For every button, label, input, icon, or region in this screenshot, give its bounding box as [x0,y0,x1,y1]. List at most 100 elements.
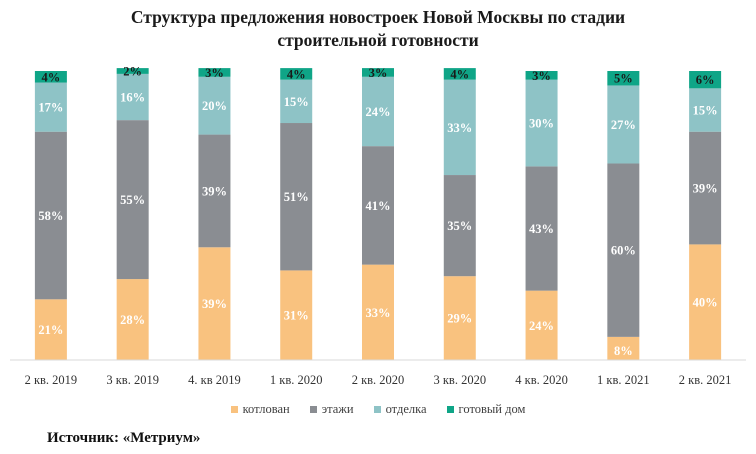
data-label: 16% [120,91,145,105]
bar-segment [689,71,722,89]
bar-segment [525,71,558,80]
bar-segment [443,79,476,176]
data-label: 5% [614,72,633,86]
data-label: 8% [614,344,633,358]
data-label: 21% [38,323,63,337]
bar-segment [689,131,722,245]
stacked-bar-chart: 21% 58% 17% 4% 28% 55% 16% 2% 39% 39% 20% 3% 31% 51% 1… [10,65,746,387]
data-label: 4% [450,67,469,81]
x-tick-label: 1 кв. 2020 [270,373,323,387]
data-label: 24% [529,319,554,333]
data-label: 6% [696,73,715,87]
data-label: 39% [202,297,227,311]
bar-segment [116,279,149,360]
x-tick-labels-group: 2 кв. 2019 3 кв. 2019 4. кв 2019 1 кв. 2020… [25,373,732,387]
data-label: 51% [284,190,309,204]
data-label: 43% [529,222,554,236]
legend-item: котлован [230,401,290,417]
data-label: 20% [202,99,227,113]
x-tick-label: 2 кв. 2021 [679,373,732,387]
legend-item: готовый дом [446,401,526,417]
segment-labels-group: 21% 58% 17% 4% 28% 55% 16% 2% 39% 39% 20% 3% 31% 51% 1… [38,65,717,359]
bar-segment [362,146,394,265]
data-label: 15% [693,104,718,118]
legend-item: этажи [309,401,354,417]
bar-segment [34,82,67,132]
bar-segment [280,79,313,124]
bar-segment [198,247,231,360]
data-label: 33% [366,306,391,320]
bar-segment [525,166,558,291]
x-tick-label: 4. кв 2019 [188,373,241,387]
x-tick-label: 3 кв. 2020 [433,373,486,387]
bar-segment [443,175,476,277]
data-label: 40% [693,296,718,310]
bar-segment [34,299,67,360]
legend-label: котлован [242,401,290,416]
bar-segment [525,79,558,167]
data-label: 58% [38,209,63,223]
legend-label: готовый дом [458,401,526,416]
x-tick-label: 4 кв. 2020 [515,373,568,387]
data-label: 55% [120,193,145,207]
bar-segment [362,264,394,360]
source-note: Источник: «Метриум» [47,430,201,446]
data-label: 33% [447,121,472,135]
bar-segment [525,290,558,360]
x-tick-label: 3 кв. 2019 [106,373,159,387]
data-label: 39% [693,182,718,196]
data-label: 2% [123,65,142,79]
x-tick-label: 2 кв. 2020 [352,373,405,387]
bar-segment [280,68,313,80]
legend-swatch [309,405,317,413]
legend-swatch [230,405,238,413]
data-label: 4% [42,70,61,84]
data-label: 41% [366,199,391,213]
bar-segment [607,336,640,360]
bar-segment [443,276,476,360]
bar-segment [607,71,640,86]
legend-label: этажи [321,401,354,416]
bar-segment [280,270,313,360]
bar-segment [116,68,149,74]
bar-segment [689,244,722,360]
bar-segment [607,163,640,337]
bar-segment [198,76,231,135]
bar-segment [362,68,394,77]
data-label: 3% [369,66,388,80]
data-label: 27% [611,118,636,132]
bar-segment [362,76,394,147]
data-label: 3% [532,69,551,83]
bar-segment [34,131,67,300]
bar-segment [443,68,476,80]
legend-swatch [373,405,381,413]
bar-segment [689,88,722,132]
legend-item: отделка [373,401,427,417]
x-tick-label: 2 кв. 2019 [25,373,78,387]
data-label: 30% [529,117,554,131]
bar-segment [116,73,149,121]
bar-segment [607,85,640,164]
bar-segment [116,120,149,280]
bar-segment [198,134,231,248]
chart-title: Структура предложения новостроек Новой М… [130,7,626,50]
data-label: 35% [447,219,472,233]
legend-swatch [446,405,454,413]
data-label: 17% [38,101,63,115]
data-label: 24% [366,105,391,119]
legend: котлован этажи отделка готовый дом [0,400,756,418]
bar-segment [34,71,67,83]
data-label: 4% [287,67,306,81]
legend-label: отделка [385,401,427,416]
bar-segment [280,123,313,271]
x-tick-label: 1 кв. 2021 [597,373,650,387]
bars-group [34,68,722,360]
data-label: 28% [120,313,145,327]
data-label: 60% [611,244,636,258]
data-label: 39% [202,184,227,198]
data-label: 15% [284,95,309,109]
data-label: 29% [447,312,472,326]
bar-segment [198,68,231,77]
data-label: 31% [284,309,309,323]
data-label: 3% [205,66,224,80]
